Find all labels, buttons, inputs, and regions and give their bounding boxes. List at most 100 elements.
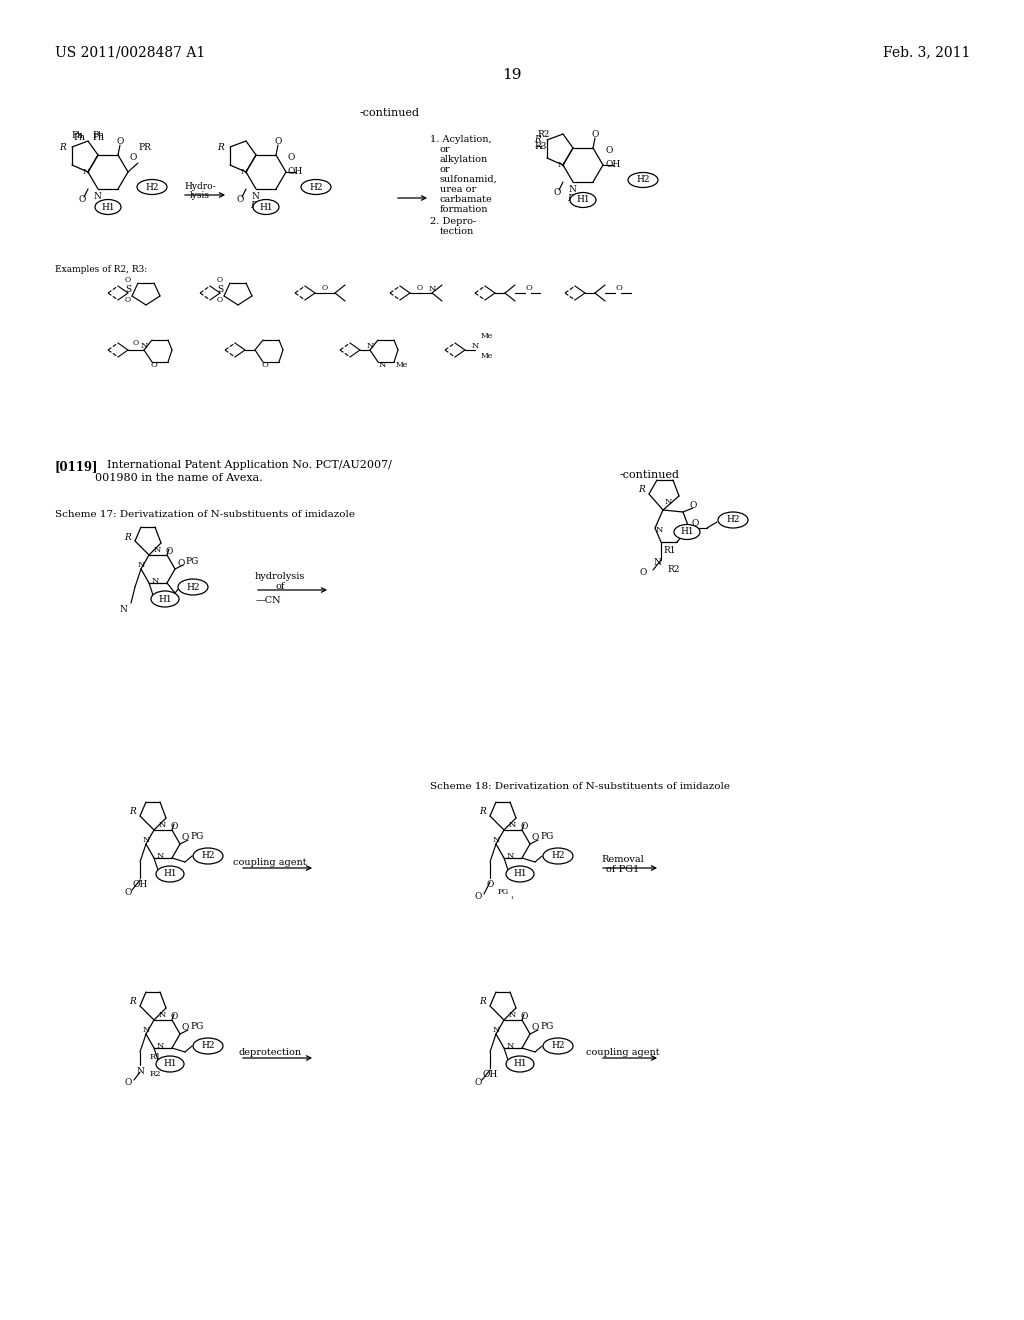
Text: R: R (479, 808, 486, 817)
Ellipse shape (301, 180, 331, 194)
Text: O: O (591, 129, 599, 139)
Text: O: O (474, 892, 481, 902)
Text: R: R (479, 998, 486, 1006)
Text: H1: H1 (513, 870, 526, 879)
Text: O: O (165, 546, 173, 556)
Text: R: R (251, 201, 257, 210)
Text: N: N (137, 561, 144, 569)
Ellipse shape (156, 866, 184, 882)
Text: -continued: -continued (360, 108, 420, 117)
Text: US 2011/0028487 A1: US 2011/0028487 A1 (55, 45, 205, 59)
Text: Me: Me (481, 352, 494, 360)
Text: Removal: Removal (602, 855, 644, 865)
Text: O: O (261, 360, 268, 370)
Text: O: O (274, 137, 282, 147)
Text: O: O (486, 880, 494, 888)
Text: of: of (275, 582, 285, 591)
Text: H2: H2 (636, 176, 650, 185)
Text: S: S (217, 285, 223, 293)
Text: O: O (520, 822, 527, 832)
Text: H1: H1 (101, 202, 115, 211)
Text: —CN: —CN (256, 597, 282, 605)
Text: O: O (124, 888, 132, 898)
Text: H1: H1 (158, 594, 172, 603)
Text: H2: H2 (186, 582, 200, 591)
Text: O: O (237, 195, 244, 205)
Text: H1: H1 (163, 1060, 177, 1068)
Text: R: R (638, 486, 645, 495)
Text: lysis: lysis (190, 191, 210, 201)
Ellipse shape (178, 579, 208, 595)
Text: H1: H1 (513, 1060, 526, 1068)
Text: O: O (691, 520, 698, 528)
Text: or: or (440, 145, 451, 154)
Text: PG: PG (540, 1022, 553, 1031)
Text: H1: H1 (577, 195, 590, 205)
Text: O: O (640, 568, 647, 577)
Text: N: N (508, 821, 516, 829)
Text: 1. Acylation,: 1. Acylation, (430, 135, 492, 144)
Text: O: O (125, 296, 131, 304)
Ellipse shape (193, 1038, 223, 1053)
Text: O: O (151, 360, 158, 370)
Text: H2: H2 (202, 1041, 215, 1051)
Text: [0119]: [0119] (55, 459, 98, 473)
Text: O: O (125, 276, 131, 284)
Ellipse shape (253, 199, 279, 214)
Text: O: O (170, 822, 178, 832)
Text: R: R (59, 143, 66, 152)
Text: N: N (136, 1067, 144, 1076)
Text: N: N (93, 191, 101, 201)
Text: O: O (182, 833, 189, 842)
Text: N: N (493, 836, 500, 843)
Text: R: R (129, 998, 136, 1006)
Ellipse shape (718, 512, 748, 528)
Text: R2: R2 (150, 1071, 162, 1078)
Text: H1: H1 (680, 528, 694, 536)
Text: H2: H2 (145, 182, 159, 191)
Text: Hydro-: Hydro- (184, 182, 216, 191)
Text: N: N (119, 605, 127, 614)
Text: International Patent Application No. PCT/AU2007/: International Patent Application No. PCT… (106, 459, 392, 470)
Ellipse shape (151, 591, 179, 607)
Ellipse shape (674, 524, 700, 540)
Text: N: N (428, 285, 435, 293)
Text: N: N (157, 851, 164, 861)
Text: Ph: Ph (92, 131, 104, 140)
Text: N: N (557, 161, 564, 169)
Text: N: N (154, 546, 161, 554)
Text: R1: R1 (663, 546, 676, 554)
Text: N: N (493, 1026, 500, 1034)
Text: hydrolysis: hydrolysis (255, 572, 305, 581)
Text: H1: H1 (163, 870, 177, 879)
Text: O: O (615, 284, 622, 292)
Text: 001980 in the name of Avexa.: 001980 in the name of Avexa. (95, 473, 263, 483)
Text: N: N (367, 342, 374, 350)
Text: 19: 19 (502, 69, 522, 82)
Text: N: N (653, 558, 660, 568)
Text: O: O (288, 153, 295, 162)
Text: Me: Me (481, 333, 494, 341)
Text: coupling agent: coupling agent (233, 858, 307, 867)
Text: O: O (525, 284, 531, 292)
Text: N: N (157, 1041, 164, 1049)
Ellipse shape (193, 847, 223, 865)
Text: N: N (568, 185, 575, 194)
Text: urea or: urea or (440, 185, 476, 194)
Text: O: O (133, 339, 139, 347)
Text: O: O (182, 1023, 189, 1032)
Text: R1: R1 (150, 1053, 162, 1061)
Text: O: O (170, 1012, 178, 1020)
Text: H2: H2 (551, 1041, 565, 1051)
Text: R: R (124, 532, 131, 541)
Text: R2: R2 (667, 565, 679, 574)
Text: Examples of R2, R3:: Examples of R2, R3: (55, 265, 147, 275)
Text: coupling agent: coupling agent (586, 1048, 659, 1057)
Text: N: N (665, 498, 672, 506)
Text: PR: PR (138, 143, 151, 152)
Text: O: O (520, 1012, 527, 1020)
Ellipse shape (95, 199, 121, 214)
Text: O: O (553, 187, 561, 197)
Text: R: R (217, 143, 224, 152)
Text: alkylation: alkylation (440, 154, 488, 164)
